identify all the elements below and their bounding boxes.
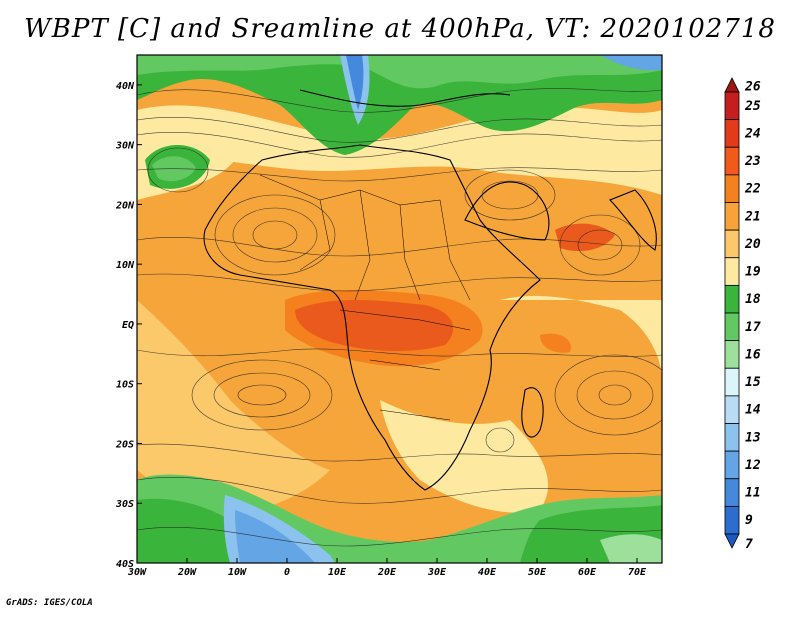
x-tick-label: 0 bbox=[284, 567, 290, 578]
x-tick-label: 60E bbox=[578, 567, 597, 578]
arabia-coastline bbox=[464, 181, 550, 241]
field-blue-southwest-core bbox=[235, 510, 315, 563]
colorbar-segment bbox=[724, 257, 740, 286]
colorbar-label: 17 bbox=[745, 320, 761, 335]
colorbar-segment bbox=[724, 367, 740, 397]
colorbar-arrow-bottom bbox=[724, 533, 740, 549]
coastlines bbox=[203, 89, 657, 491]
colorbar-segment bbox=[724, 91, 740, 121]
colorbar-label: 15 bbox=[745, 375, 761, 390]
colorbar-label: 7 bbox=[745, 537, 753, 552]
x-tick-label: 30E bbox=[427, 567, 447, 578]
colorbar-label: 20 bbox=[744, 237, 761, 252]
y-tick-label: 40N bbox=[116, 81, 135, 92]
india-coastline bbox=[609, 189, 657, 251]
x-tick-label: 40E bbox=[478, 567, 497, 578]
y-tick-label: 10S bbox=[116, 380, 134, 391]
x-tick-label: 10E bbox=[328, 567, 347, 578]
africa-coastline bbox=[203, 144, 541, 491]
grads-credit: GrADS: IGES/COLA bbox=[6, 598, 93, 608]
colorbar-label: 22 bbox=[744, 182, 761, 197]
colorbar-segment bbox=[724, 202, 740, 231]
x-tick-label: 50E bbox=[528, 567, 547, 578]
colorbar-label: 13 bbox=[745, 430, 761, 445]
colorbar-label: 19 bbox=[745, 265, 761, 280]
colorbar-label: 23 bbox=[744, 154, 761, 169]
madagascar-coastline bbox=[521, 387, 544, 438]
colorbar-segment bbox=[724, 174, 740, 203]
colorbar-label: 21 bbox=[744, 209, 761, 224]
y-tick-label: 10N bbox=[116, 260, 135, 271]
y-axis: 40N 30N 20N 10N EQ 10S 20S 30S 40S bbox=[115, 81, 142, 570]
field-yellow-east bbox=[500, 295, 662, 380]
colorbar-label: 11 bbox=[745, 486, 761, 501]
y-tick-label: 20N bbox=[115, 200, 135, 211]
chart-title: WBPT [C] and Sreamline at 400hPa, VT: 20… bbox=[24, 14, 776, 44]
colorbar-segment bbox=[724, 146, 740, 176]
colorbar-label: 14 bbox=[745, 403, 761, 418]
field-blue-trough-core bbox=[346, 55, 364, 110]
y-tick-label: EQ bbox=[122, 320, 134, 331]
x-tick-label: 70E bbox=[628, 567, 647, 578]
colorbar-label: 12 bbox=[745, 458, 761, 473]
colorbar-segment bbox=[724, 284, 740, 314]
x-axis: 30W 20W 10W 0 10E 20E 30E 40E 50E 60E 70E bbox=[127, 558, 647, 578]
colorbar-label: 16 bbox=[745, 347, 761, 362]
colorbar-label: 24 bbox=[744, 126, 761, 141]
colorbar-label: 18 bbox=[745, 292, 761, 307]
x-tick-label: 20W bbox=[177, 567, 197, 578]
colorbar-segment bbox=[724, 312, 740, 342]
colorbar-segment bbox=[724, 119, 740, 148]
field-green-north-light bbox=[137, 55, 662, 89]
colorbar-segment bbox=[724, 340, 740, 369]
x-tick-label: 20E bbox=[377, 567, 397, 578]
field-yellow-southwest bbox=[137, 300, 330, 513]
colorbar-arrow-top bbox=[724, 77, 740, 93]
field-blue-northeast bbox=[600, 55, 662, 71]
colorbar-segment bbox=[724, 505, 740, 535]
field-red-core bbox=[295, 300, 454, 352]
colorbar-segment bbox=[724, 450, 740, 480]
field-orange-east bbox=[540, 333, 571, 353]
x-tick-label: 30W bbox=[127, 567, 147, 578]
colorbar-segment bbox=[724, 229, 740, 259]
colorbar-segment bbox=[724, 423, 740, 452]
colorbar-label: 9 bbox=[745, 513, 753, 528]
colorbar-segment bbox=[724, 478, 740, 507]
x-tick-label: 10W bbox=[228, 567, 247, 578]
y-tick-label: 20S bbox=[115, 439, 134, 450]
y-tick-label: 40S bbox=[116, 559, 134, 570]
mediterranean-coastline bbox=[299, 89, 511, 107]
y-tick-label: 30S bbox=[115, 499, 134, 510]
colorbar-label: 26 bbox=[744, 79, 761, 94]
colorbar: 26 25 24 23 22 21 20 19 18 17 16 15 14 13 12 11 9 7 bbox=[724, 77, 761, 552]
streamlines bbox=[137, 88, 662, 547]
country-borders bbox=[259, 174, 471, 421]
map-frame bbox=[136, 54, 663, 564]
colorbar-segment bbox=[724, 395, 740, 424]
map-field bbox=[137, 55, 662, 563]
y-tick-label: 30N bbox=[115, 141, 135, 152]
field-green-southeast-light bbox=[600, 534, 662, 563]
colorbar-label: 25 bbox=[744, 99, 761, 114]
field-yellow-southeast bbox=[380, 400, 549, 513]
